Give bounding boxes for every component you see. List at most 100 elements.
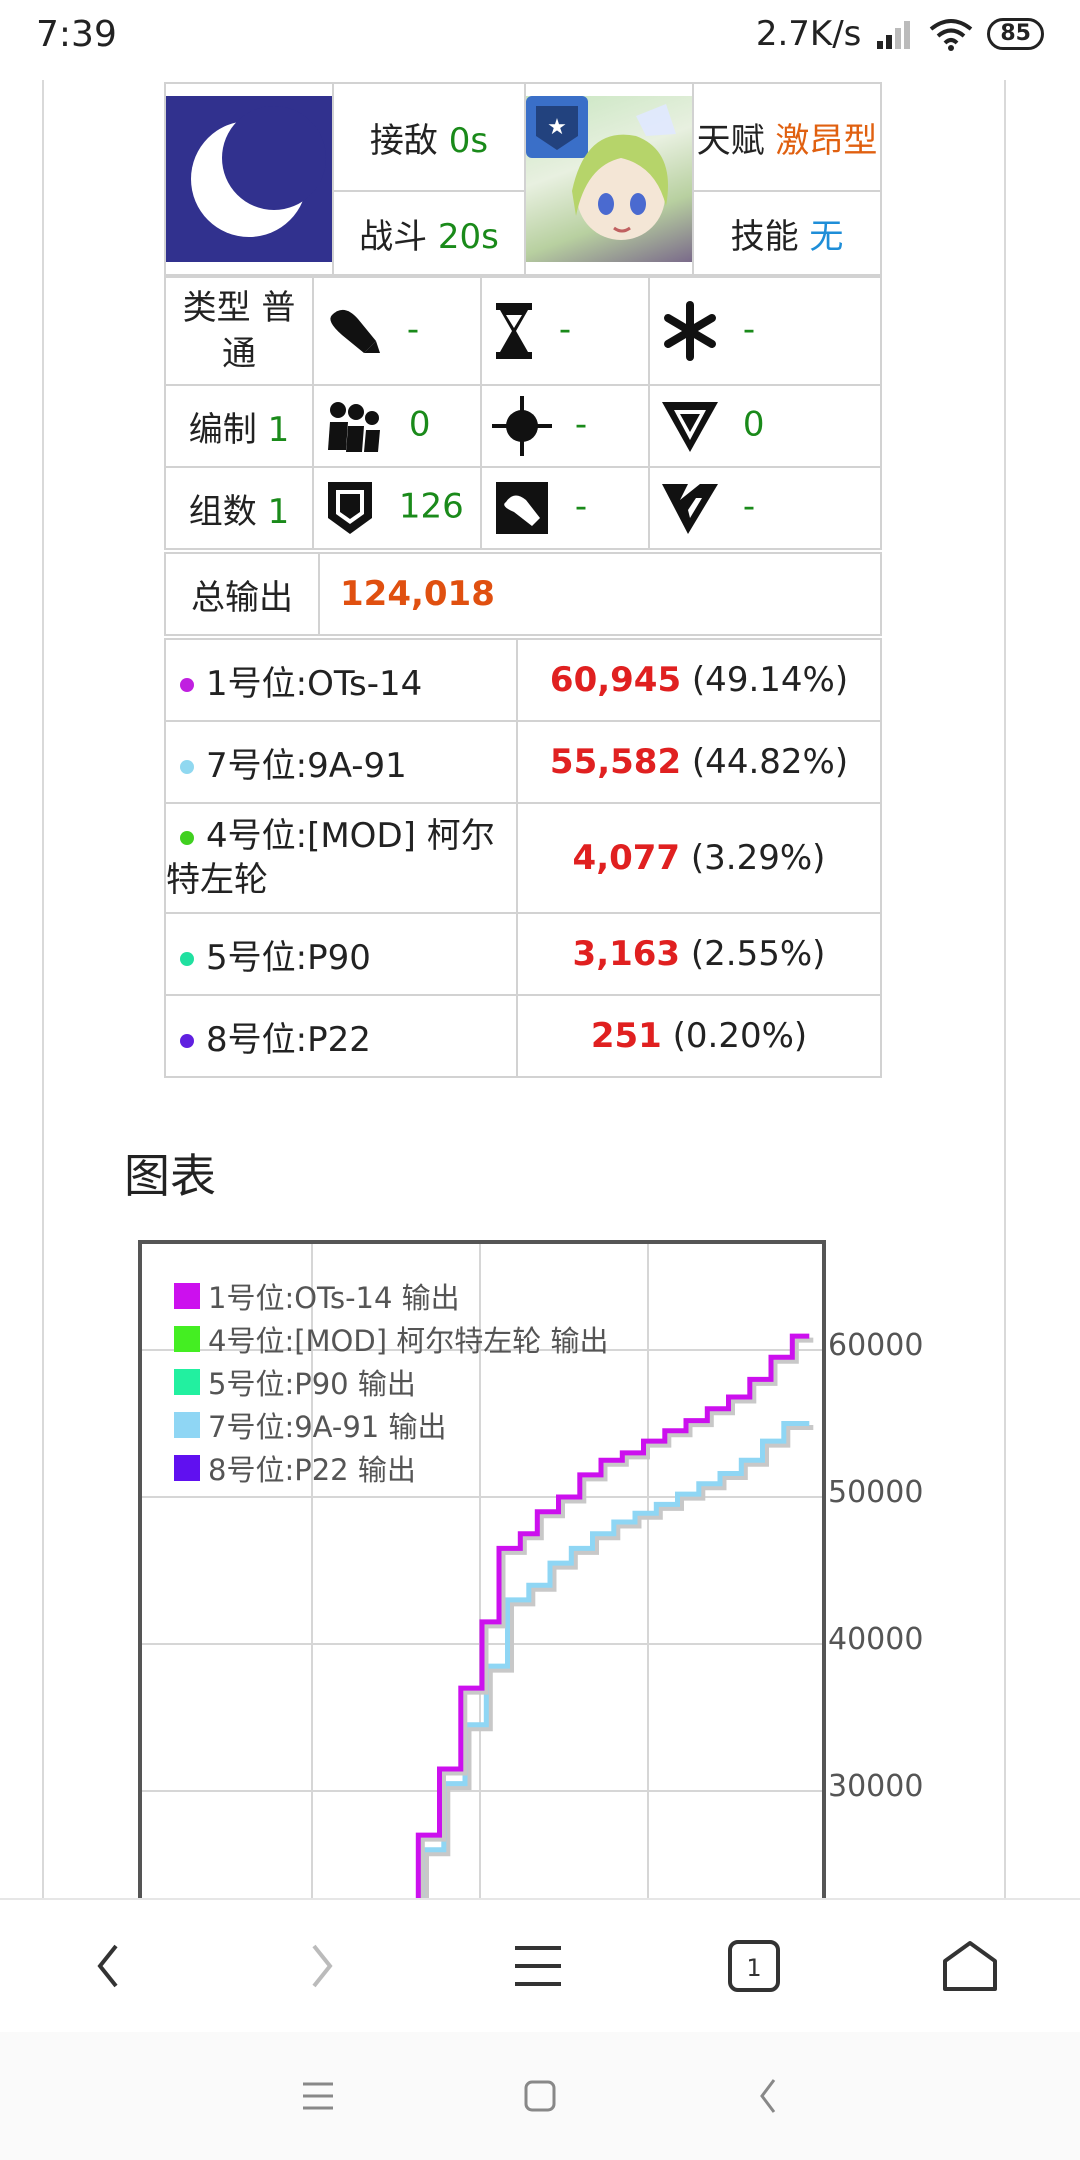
series-dot-icon: [180, 760, 194, 774]
squad-icon: [328, 402, 380, 452]
system-menu-button[interactable]: [268, 2032, 368, 2160]
clock: 7:39: [36, 14, 117, 55]
svg-text:★: ★: [547, 115, 567, 140]
total-output-value: 124,018: [318, 552, 882, 636]
legend-entry: 5号位:P90 输出: [174, 1360, 608, 1403]
menu-icon: [303, 2082, 333, 2110]
menu-icon: [515, 1946, 561, 1986]
asterisk-icon: [664, 301, 716, 361]
legend-swatch: [174, 1454, 200, 1481]
menu-button[interactable]: [478, 1900, 598, 2032]
series-dot-icon: [180, 952, 194, 966]
page-border-right: [1004, 80, 1006, 1900]
tabs-button[interactable]: 1: [694, 1900, 814, 2032]
legend-entry: 8号位:P22 输出: [174, 1446, 608, 1489]
position-percent: (2.55%): [690, 934, 826, 974]
y-tick-label: 30000: [828, 1769, 924, 1804]
legend-label: 5号位:P90 输出: [208, 1366, 416, 1401]
series-dot-icon: [180, 678, 194, 692]
fairy-icon-cell: [164, 82, 334, 276]
system-navigation-bar: [0, 2032, 1080, 2160]
total-output-label: 总输出: [164, 552, 320, 636]
wifi-icon: [930, 19, 973, 51]
series-line-shadow: [424, 1425, 814, 1904]
skill-cell: 技能 无: [692, 190, 882, 276]
network-speed: 2.7K/s: [755, 14, 862, 54]
position-percent: (3.29%): [690, 838, 826, 878]
formation-cell: 编制 1: [164, 384, 314, 468]
position-name: 1号位:OTs-14: [206, 663, 423, 704]
position-name: 7号位:9A-91: [206, 745, 407, 786]
y-tick-label: 40000: [828, 1622, 924, 1657]
back-button[interactable]: [48, 1900, 168, 2032]
position-output: 4,077: [572, 838, 681, 878]
position-percent: (0.20%): [672, 1016, 808, 1056]
unit-count-stat: 0: [312, 384, 482, 468]
position-output: 251: [590, 1016, 662, 1056]
info-table: 接敌 0s ★ 天赋 激昂型 战斗 20s: [164, 82, 882, 276]
chevron-right-icon: [312, 1944, 333, 1988]
chevron-left-icon: [760, 2079, 776, 2113]
home-button[interactable]: [910, 1900, 1030, 2032]
total-output-table: 总输出 124,018: [164, 552, 882, 636]
svg-text:1: 1: [746, 1954, 761, 1982]
series-dot-icon: [180, 1034, 194, 1048]
shell-stat: -: [480, 466, 650, 550]
character-portrait: ★: [526, 96, 692, 262]
character-portrait-cell: ★: [524, 82, 694, 276]
legend-swatch: [174, 1325, 200, 1352]
damage-stat: -: [312, 276, 482, 386]
section-heading: 图表: [124, 1149, 216, 1203]
position-output: 55,582: [549, 742, 682, 782]
chevron-left-icon: [97, 1944, 118, 1988]
rate-of-fire-stat: -: [480, 276, 650, 386]
system-back-button[interactable]: [718, 2032, 818, 2160]
forward-button[interactable]: [262, 1900, 382, 2032]
battle-time-cell: 战斗 20s: [332, 190, 526, 276]
series-dot-icon: [180, 830, 194, 845]
square-icon: [524, 2080, 556, 2112]
legend-swatch: [174, 1368, 200, 1395]
legend-swatch: [174, 1411, 200, 1438]
browser-toolbar: 1: [0, 1898, 1080, 2034]
table-row: 7号位:9A-91 55,582 (44.82%): [164, 720, 882, 804]
legend-label: 4号位:[MOD] 柯尔特左轮 输出: [208, 1323, 609, 1358]
position-output: 3,163: [572, 934, 681, 974]
legend-label: 8号位:P22 输出: [208, 1452, 416, 1487]
accuracy-stat: -: [480, 384, 650, 468]
talent-cell: 天赋 激昂型: [692, 82, 882, 192]
evasion-stat: -: [648, 466, 882, 550]
legend-entry: 1号位:OTs-14 输出: [174, 1274, 608, 1317]
output-chart: 1号位:OTs-14 输出 4号位:[MOD] 柯尔特左轮 输出 5号位:P90 输…: [138, 1240, 826, 1904]
y-tick-label: 50000: [828, 1475, 924, 1510]
signal-icon: [877, 21, 911, 49]
armor-stat: 126: [312, 466, 482, 550]
legend-label: 1号位:OTs-14 输出: [208, 1280, 460, 1315]
table-row: 4号位:[MOD] 柯尔特左轮 4,077 (3.29%): [164, 802, 882, 914]
series-line: [420, 1421, 810, 1904]
crit-stat: -: [648, 276, 882, 386]
series-line-shadow: [419, 1337, 814, 1904]
stats-table: 类型 普通 - - - 编制 1 0 - 0: [164, 276, 882, 550]
hourglass-icon: [496, 303, 532, 359]
shell-icon: [496, 482, 548, 534]
bullet-icon: [330, 309, 380, 353]
page-border-left: [42, 80, 44, 1900]
tabs-icon: 1: [728, 1940, 780, 1992]
armor-pierce-stat: 0: [648, 384, 882, 468]
engage-time-cell: 接敌 0s: [332, 82, 526, 192]
position-name: 8号位:P22: [206, 1019, 371, 1060]
system-home-button[interactable]: [490, 2032, 590, 2160]
chart-y-axis: 60000 50000 40000 30000: [828, 1240, 988, 1900]
groups-cell: 组数 1: [164, 466, 314, 550]
y-tick-label: 60000: [828, 1328, 924, 1363]
chart-legend: 1号位:OTs-14 输出 4号位:[MOD] 柯尔特左轮 输出 5号位:P90 输…: [174, 1274, 608, 1489]
series-line: [415, 1333, 810, 1904]
legend-entry: 7号位:9A-91 输出: [174, 1403, 608, 1446]
home-icon: [943, 1941, 997, 1991]
moon-icon: [166, 96, 332, 262]
position-name: 4号位:[MOD] 柯尔特左轮: [166, 816, 495, 900]
position-percent: (44.82%): [691, 742, 849, 782]
table-row: 8号位:P22 251 (0.20%): [164, 994, 882, 1078]
status-bar: 7:39 2.7K/s 85: [0, 0, 1080, 80]
